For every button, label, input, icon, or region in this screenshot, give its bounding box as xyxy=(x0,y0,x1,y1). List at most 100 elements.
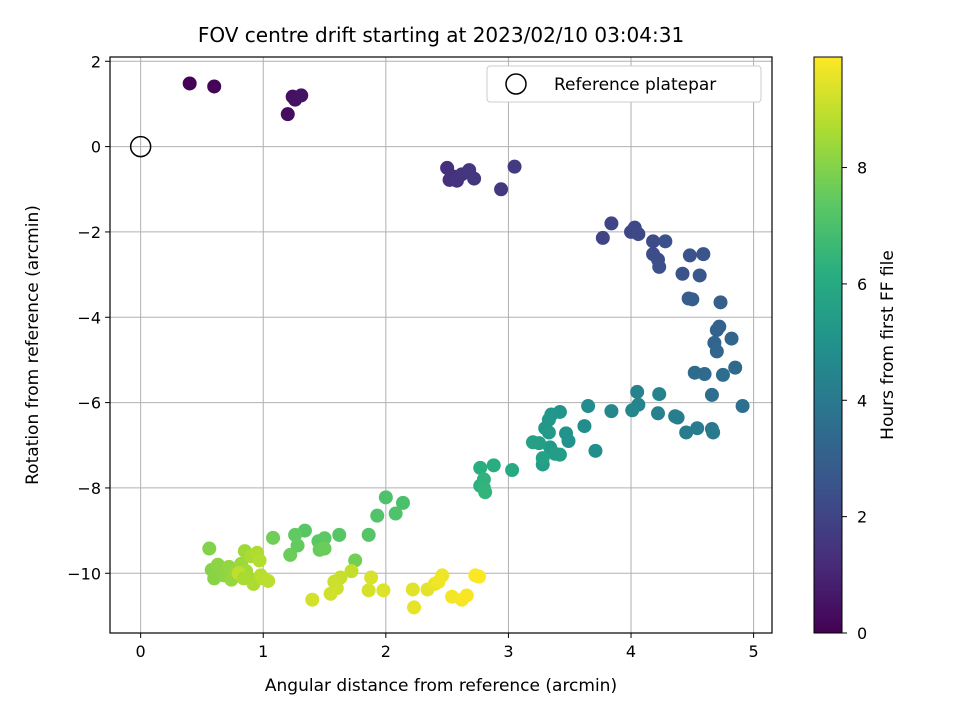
reference-point-marker xyxy=(129,135,152,158)
data-points xyxy=(129,76,750,615)
data-point xyxy=(236,571,251,586)
colorbar-tick-label: 8 xyxy=(857,159,867,178)
data-point xyxy=(630,384,645,399)
data-point xyxy=(687,365,702,380)
data-point xyxy=(505,463,520,478)
data-point xyxy=(323,586,338,601)
data-point xyxy=(713,295,728,310)
data-point xyxy=(552,447,567,462)
data-point xyxy=(692,268,707,283)
y-tick-label: −4 xyxy=(77,308,101,327)
data-point xyxy=(388,506,403,521)
data-point xyxy=(559,426,574,441)
y-tick-label: 2 xyxy=(91,52,101,71)
data-point xyxy=(361,527,376,542)
data-point xyxy=(202,541,217,556)
data-point xyxy=(631,227,646,242)
x-tick-label: 4 xyxy=(626,642,636,661)
colorbar-ticks: 0 2 4 6 8 xyxy=(842,159,867,643)
data-point xyxy=(370,508,385,523)
data-point xyxy=(332,527,347,542)
data-point xyxy=(735,399,750,414)
y-tick-label: −10 xyxy=(67,564,101,583)
plot-frame xyxy=(109,56,773,634)
data-point xyxy=(581,399,596,414)
data-point xyxy=(266,530,281,545)
data-point xyxy=(431,574,446,589)
data-point xyxy=(395,495,410,510)
legend-box xyxy=(486,65,762,103)
data-point xyxy=(675,266,690,281)
legend-marker-icon xyxy=(505,73,527,95)
data-point xyxy=(652,387,667,402)
data-point xyxy=(728,360,743,375)
y-axis-label: Rotation from reference (arcmin) xyxy=(23,205,43,485)
x-axis-label: Angular distance from reference (arcmin) xyxy=(265,676,617,696)
data-point xyxy=(478,485,493,500)
data-point xyxy=(709,344,724,359)
data-point xyxy=(294,88,309,103)
data-point xyxy=(658,234,673,249)
colorbar-tick-label: 2 xyxy=(857,508,867,527)
data-point xyxy=(486,458,501,473)
data-point xyxy=(685,292,700,307)
y-tick-label: 0 xyxy=(91,138,101,157)
x-tick-label: 5 xyxy=(749,642,759,661)
y-tick-label: −6 xyxy=(77,394,101,413)
chart-title: FOV centre drift starting at 2023/02/10 … xyxy=(198,23,684,47)
data-point xyxy=(696,247,711,262)
data-point xyxy=(507,159,522,174)
data-point xyxy=(595,230,610,245)
data-point xyxy=(290,538,305,553)
data-point xyxy=(317,541,332,556)
data-point xyxy=(467,171,482,186)
y-tick-label: −2 xyxy=(77,223,101,242)
data-point xyxy=(541,425,556,440)
colorbar-tick-label: 6 xyxy=(857,275,867,294)
data-point xyxy=(317,531,332,546)
data-point xyxy=(604,404,619,419)
data-point xyxy=(588,443,603,458)
data-point xyxy=(704,387,719,402)
data-point xyxy=(405,582,420,597)
data-point xyxy=(724,331,739,346)
data-point xyxy=(459,588,474,603)
colorbar-label: Hours from first FF file xyxy=(878,250,898,440)
data-point xyxy=(646,234,661,249)
data-point xyxy=(407,600,422,615)
data-point xyxy=(715,367,730,382)
legend-label: Reference platepar xyxy=(554,75,716,95)
x-tick-label: 3 xyxy=(503,642,513,661)
data-point xyxy=(652,259,667,274)
colorbar: 0 2 4 6 8 Hours from first FF file xyxy=(813,56,898,643)
data-point xyxy=(473,460,488,475)
x-axis-ticks: 0 1 2 3 4 5 xyxy=(136,633,759,661)
data-point xyxy=(364,570,379,585)
x-tick-label: 0 xyxy=(136,642,146,661)
colorbar-tick-label: 0 xyxy=(857,624,867,643)
data-point xyxy=(252,553,267,568)
data-point xyxy=(210,557,225,572)
data-point xyxy=(604,216,619,231)
data-point xyxy=(280,107,295,122)
data-point xyxy=(577,419,592,434)
colorbar-gradient xyxy=(813,56,843,634)
data-point xyxy=(706,425,721,440)
x-tick-label: 1 xyxy=(258,642,268,661)
data-point xyxy=(182,76,197,91)
data-point xyxy=(378,490,393,505)
data-point xyxy=(670,410,685,425)
colorbar-tick-label: 4 xyxy=(857,391,867,410)
data-point xyxy=(207,79,222,94)
data-point xyxy=(376,583,391,598)
data-point xyxy=(625,403,640,418)
data-point xyxy=(344,564,359,579)
data-point xyxy=(283,547,298,562)
data-point xyxy=(525,435,540,450)
data-point xyxy=(535,451,550,466)
data-point xyxy=(348,553,363,568)
legend: Reference platepar xyxy=(486,65,762,103)
data-point xyxy=(261,573,276,588)
data-point xyxy=(682,248,697,263)
